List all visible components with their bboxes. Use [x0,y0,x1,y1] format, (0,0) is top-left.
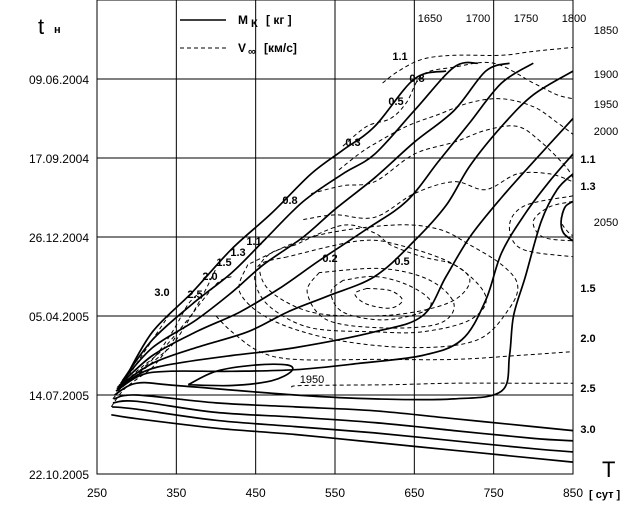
x-tick-label: 350 [166,486,186,500]
vinf-contour-31 [117,268,217,392]
vinf-contour-33 [112,315,169,400]
vinf-contour-28 [291,382,573,388]
vinf-label: 1.1 [246,236,261,248]
x-tick-label: 750 [484,486,504,500]
vinf-label: 1.1 [392,51,407,63]
x-tick-label: 250 [87,486,107,500]
mass-label: 2000 [594,126,618,138]
vinf-contour-21 [238,224,519,349]
mass-label: 1850 [594,25,618,37]
mass-contour-6 [115,153,574,392]
vinf-contour-24 [306,267,455,329]
vinf-label: 1.3 [580,181,595,193]
vinf-label: 2.0 [580,333,595,345]
y-tick-label: 09.06.2004 [29,73,89,87]
legend-solid-name: M [238,13,248,27]
vinf-contour-25 [560,200,574,236]
y-tick-label: 26.12.2004 [29,231,89,245]
mass-label: 1900 [594,69,618,81]
legend: M К [ кг ] V ∞ [км/с] [180,13,297,58]
vinf-contour-20 [254,239,487,334]
mass-contour-3 [118,62,534,387]
mass-contour-7 [114,173,574,401]
mass-contour-11 [112,406,574,453]
vinf-contour-23 [330,275,432,321]
x-tick-label: 450 [246,486,266,500]
vinf-contour-30 [120,276,233,388]
vinf-contour-15 [342,61,574,147]
x-tick-label: 650 [404,486,424,500]
mass-contour-12 [111,413,574,463]
vinf-label: 1.5 [216,257,231,269]
x-axis-title: T [602,457,615,482]
legend-dashed-unit: [км/с] [264,41,297,55]
vinf-label: 0.8 [282,195,297,207]
x-axis-unit: [ сут ] [589,489,621,501]
vinf-label: 0.2 [322,253,337,265]
x-tick-label: 550 [325,486,345,500]
x-tick-label: 850 [563,486,583,500]
mass-contour-2 [120,62,510,384]
vinf-contour-32 [114,291,201,396]
vinf-label: 3.0 [154,287,169,299]
vinf-contour-29 [215,315,574,361]
mass-label: 1950 [594,99,618,111]
mass-contour-4 [117,70,574,388]
y-axis-subscript: н [54,24,61,36]
vinf-contour-18 [303,171,574,221]
mass-contour-0 [124,70,447,380]
mass-contour-8 [560,200,574,242]
mass-contour-13 [187,363,294,387]
vinf-label: 2.5 [187,289,202,301]
legend-solid-sub: К [251,18,258,30]
mass-contour-5 [116,117,574,390]
mass-contour-9 [113,394,574,432]
vinf-contour-34 [110,335,177,408]
tick-labels: 250 350 450 550 650 750 850 09.06.2004 17.09.200… [29,73,583,500]
vinf-contour-14 [382,46,574,84]
vinf-label: 0.3 [345,137,360,149]
mass-label: 1650 [418,13,442,25]
series-group [110,46,574,463]
vinf-label: 1.5 [580,283,595,295]
y-tick-label: 14.07.2005 [29,389,89,403]
vinf-contour-22 [354,287,403,309]
y-axis-title: t [38,14,44,39]
y-tick-label: 17.09.2004 [29,152,89,166]
mass-label: 2050 [594,217,618,229]
legend-solid-unit: [ кг ] [266,13,292,27]
vinf-label: 0.8 [409,73,424,85]
contour-labels: 1650 1700 1750 1800 1850 1900 1950 2000 2050 1950… [154,13,618,436]
vinf-label: 1.3 [230,247,245,259]
vinf-label: 3.0 [580,424,595,436]
mass-label: 1750 [514,13,538,25]
mass-label: 1800 [562,13,586,25]
legend-dashed-sub: ∞ [248,46,256,58]
vinf-contour-19 [259,224,471,317]
vinf-label: 0.5 [394,256,409,268]
mass-contour-10 [112,399,574,442]
mass-contour-1 [121,61,478,382]
mass-label: 1950 [300,374,324,386]
mass-label: 1700 [466,13,490,25]
legend-dashed-name: V [238,41,246,55]
grid [96,0,574,475]
vinf-label: 1.1 [580,154,595,166]
vinf-label: 0.5 [388,96,403,108]
vinf-contour-26 [532,200,574,242]
y-tick-label: 22.10.2005 [29,468,89,482]
y-tick-label: 05.04.2005 [29,310,89,324]
vinf-label: 2.0 [202,271,217,283]
vinf-label: 2.5 [580,383,595,395]
vinf-contour-17 [311,125,574,195]
